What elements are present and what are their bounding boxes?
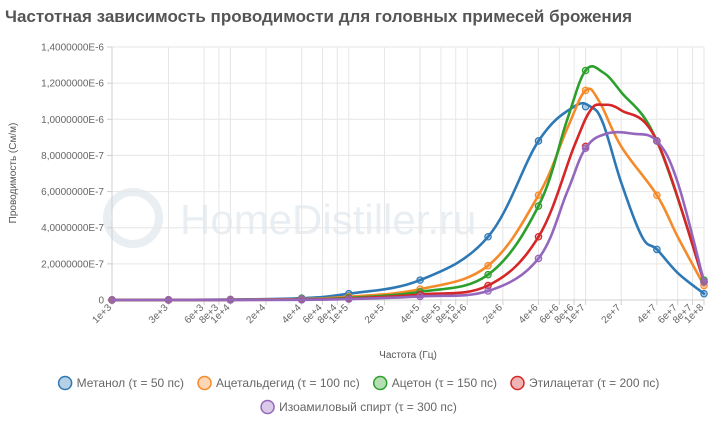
legend-item[interactable]: Ацетальдегид (τ = 100 пс) (197, 375, 360, 391)
data-point[interactable] (484, 287, 492, 295)
x-tick-label: 2e+5 (363, 302, 387, 326)
x-tick-label: 3e+3 (147, 302, 171, 326)
y-tick-label: 2,0000000E-7 (41, 259, 104, 270)
data-point[interactable] (653, 245, 661, 254)
legend-item[interactable]: Этилацетат (τ = 200 пс) (510, 375, 659, 391)
data-point[interactable] (700, 289, 708, 298)
data-point[interactable] (484, 270, 492, 279)
x-tick-label: 2e+6 (481, 302, 505, 326)
chart-title: Частотная зависимость проводимости для г… (5, 7, 632, 26)
data-point[interactable] (653, 137, 661, 145)
legend: Метанол (τ = 50 пс) Ацетальдегид (τ = 100… (57, 375, 659, 415)
y-tick-label: 6,0000000E-7 (41, 187, 104, 198)
watermark: HomeDistiller.ru (103, 188, 476, 248)
data-point[interactable] (534, 202, 543, 210)
legend-swatch (197, 375, 212, 391)
y-tick-label: 8,0000000E-7 (41, 151, 104, 162)
legend-item[interactable]: Метанол (τ = 50 пс) (57, 375, 184, 391)
data-point[interactable] (653, 191, 661, 199)
axes: 0 2,0000000E-7 4,0000000E-7 6,0000000E-7 8,0… (41, 43, 706, 327)
data-point[interactable] (700, 278, 708, 286)
x-tick-label: 4e+6 (517, 302, 541, 326)
series (108, 65, 708, 304)
series-5 (108, 130, 708, 304)
x-tick-label: 2e+4 (244, 302, 268, 326)
y-axis-title: Проводимость (См/м) (8, 123, 19, 224)
data-point[interactable] (108, 296, 116, 304)
data-point[interactable] (534, 254, 543, 263)
series-3 (108, 65, 708, 304)
legend-swatch (510, 375, 525, 391)
legend-label: Ацетон (τ = 150 пс) (392, 376, 497, 390)
data-point[interactable] (344, 295, 353, 303)
legend-swatch (57, 375, 73, 391)
y-tick-label: 1,4000000E-6 (41, 43, 104, 54)
data-point[interactable] (416, 276, 424, 284)
series-line (110, 65, 706, 302)
legend-item[interactable]: Ацетон (τ = 150 пс) (372, 375, 497, 391)
data-point[interactable] (484, 261, 492, 270)
data-point[interactable] (484, 232, 492, 241)
watermark-logo-icon (103, 188, 163, 248)
data-point[interactable] (581, 102, 590, 111)
x-tick-label: 4e+4 (280, 302, 304, 326)
legend-label: Ацетальдегид (τ = 100 пс) (216, 376, 360, 390)
data-point[interactable] (581, 66, 590, 75)
legend-swatch (260, 399, 275, 415)
data-point[interactable] (581, 86, 590, 95)
x-tick-label: 4e+5 (398, 302, 422, 326)
series-line (110, 130, 706, 302)
series-line (110, 87, 706, 302)
y-tick-label: 1,0000000E-6 (41, 115, 104, 126)
legend-label: Этилацетат (τ = 200 пс) (529, 376, 659, 390)
x-tick-label: 2e+7 (600, 302, 624, 326)
y-tick-label: 0 (98, 296, 104, 307)
x-tick-label: 1e+3 (90, 302, 114, 326)
legend-item[interactable]: Изоамиловый спирт (τ = 300 пс) (260, 399, 457, 415)
data-point[interactable] (581, 144, 590, 153)
data-point[interactable] (534, 232, 543, 241)
legend-swatch (372, 375, 388, 391)
data-point[interactable] (226, 296, 235, 304)
x-tick-label: 4e+7 (635, 302, 659, 326)
x-axis-title: Частота (Гц) (379, 350, 437, 361)
legend-label: Изоамиловый спирт (τ = 300 пс) (279, 400, 457, 414)
y-tick-label: 1,2000000E-6 (41, 79, 104, 90)
data-point[interactable] (164, 296, 173, 304)
legend-label: Метанол (τ = 50 пс) (77, 376, 184, 390)
data-point[interactable] (534, 191, 543, 199)
data-point[interactable] (534, 137, 543, 145)
watermark-text: HomeDistiller.ru (180, 196, 476, 243)
data-point[interactable] (416, 292, 424, 301)
data-point[interactable] (484, 281, 492, 290)
data-point[interactable] (297, 296, 306, 304)
y-tick-label: 4,0000000E-7 (41, 223, 104, 234)
